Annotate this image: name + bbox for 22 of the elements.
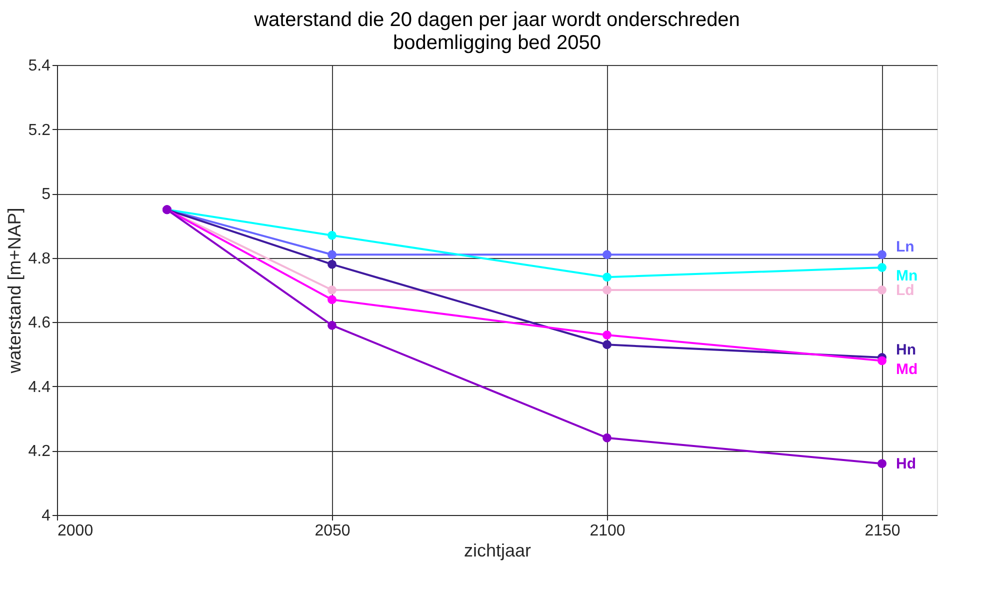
series-label: Md — [896, 360, 918, 378]
y-tick-label: 4.2 — [28, 443, 51, 460]
x-tick-label: 2050 — [314, 522, 350, 540]
y-tick-label: 5 — [42, 186, 51, 204]
series-label: Mn — [896, 268, 918, 285]
y-tick-label: 4.6 — [28, 314, 51, 332]
y-tick-label: 5.2 — [28, 122, 51, 139]
chart-subtitle: bodemligging bed 2050 — [393, 32, 601, 54]
y-tick-label: 5.4 — [28, 58, 51, 74]
series-label: Ld — [896, 282, 914, 299]
series-label: Ln — [896, 238, 914, 256]
x-tick-label: 2000 — [58, 522, 94, 540]
series-label: Hn — [896, 341, 916, 358]
y-tick-label: 4.8 — [28, 250, 51, 268]
series-label: Hd — [896, 456, 916, 473]
y-tick-label: 4 — [42, 508, 51, 524]
x-tick-label: 2100 — [590, 522, 626, 540]
x-tick-label: 2150 — [864, 522, 900, 540]
y-tick-label: 4.4 — [28, 378, 51, 396]
chart-title: waterstand die 20 dagen per jaar wordt onderschreden — [253, 9, 740, 31]
y-axis-title: waterstand [m+NAP] — [4, 208, 24, 374]
x-axis-title: zichtjaar — [464, 540, 532, 560]
